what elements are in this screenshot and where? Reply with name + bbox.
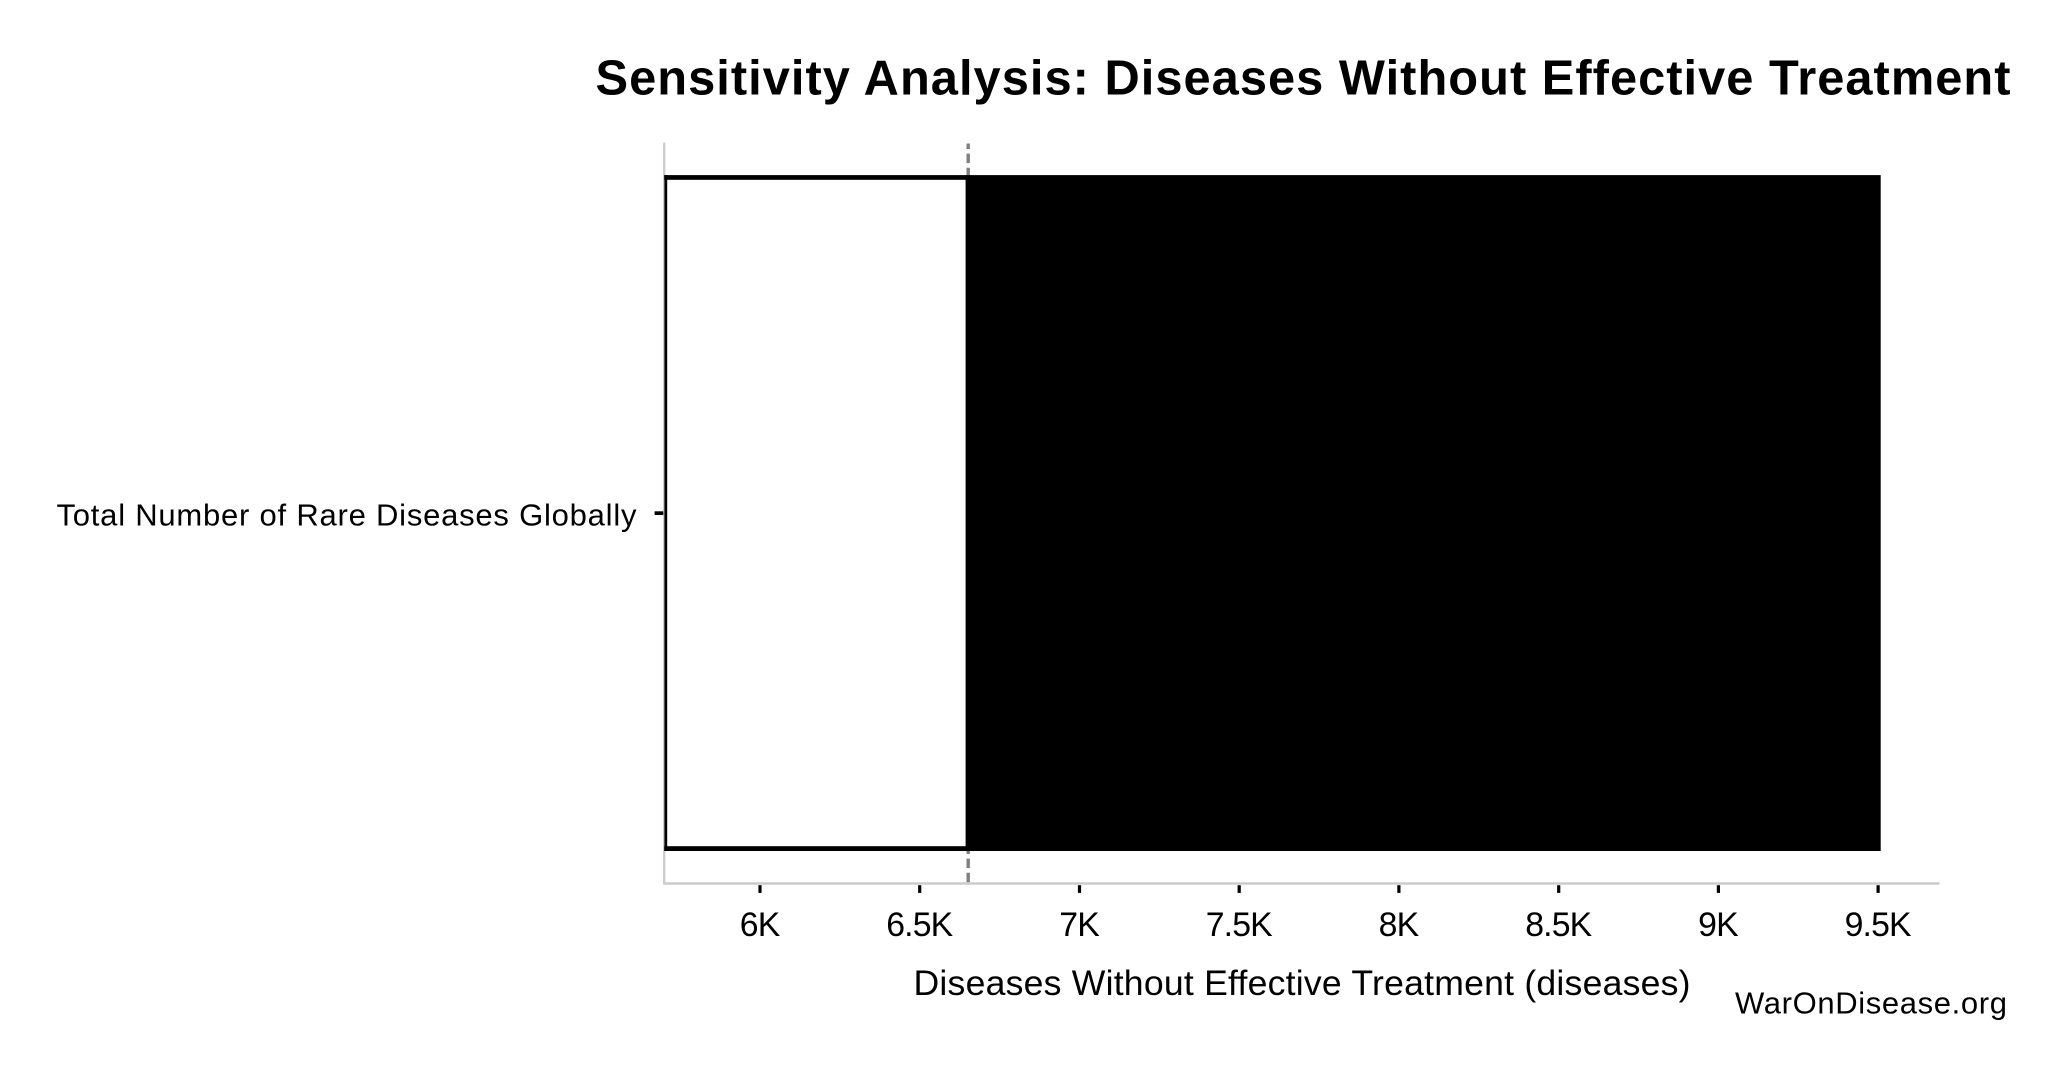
svg-text:Diseases Without Effective Tre: Diseases Without Effective Treatment (di… bbox=[914, 963, 1691, 1003]
svg-text:6.5K: 6.5K bbox=[886, 906, 953, 944]
svg-text:7K: 7K bbox=[1059, 906, 1100, 944]
svg-text:9K: 9K bbox=[1698, 906, 1739, 944]
svg-text:Total Number of Rare Diseases: Total Number of Rare Diseases Globally bbox=[57, 497, 638, 532]
svg-text:7.5K: 7.5K bbox=[1206, 906, 1273, 944]
svg-text:8.5K: 8.5K bbox=[1525, 906, 1592, 944]
svg-text:9.5K: 9.5K bbox=[1845, 906, 1912, 944]
svg-text:WarOnDisease.org: WarOnDisease.org bbox=[1735, 986, 2007, 1021]
svg-text:6K: 6K bbox=[740, 906, 781, 944]
svg-text:8K: 8K bbox=[1379, 906, 1420, 944]
svg-text:Sensitivity Analysis: Diseases: Sensitivity Analysis: Diseases Without E… bbox=[596, 51, 2011, 105]
